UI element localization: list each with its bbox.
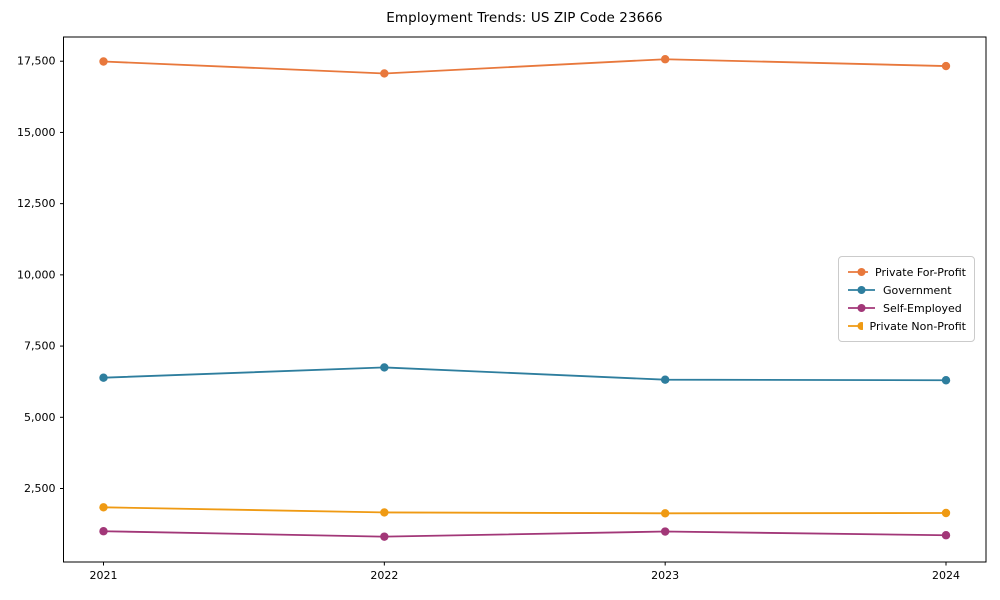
data-point-private-for-profit-2022 xyxy=(380,69,389,78)
legend-marker-icon xyxy=(857,322,863,330)
legend-marker-icon xyxy=(857,286,866,294)
legend-swatch-private-non-profit-icon xyxy=(848,322,863,330)
chart-title: Employment Trends: US ZIP Code 23666 xyxy=(386,10,663,26)
data-point-private-non-profit-2024 xyxy=(941,508,951,518)
series-line-private-for-profit xyxy=(103,58,947,75)
data-point-private-non-profit-2021 xyxy=(99,503,108,512)
legend-item-government: Government xyxy=(847,281,966,299)
legend-label: Private For-Profit xyxy=(875,265,966,279)
legend-label: Self-Employed xyxy=(883,301,962,315)
y-tick-label: 15,000 xyxy=(17,126,56,139)
y-tick-label: 12,500 xyxy=(17,197,56,210)
data-point-private-non-profit-2022 xyxy=(380,508,389,517)
legend-swatch-government-icon xyxy=(848,286,875,294)
data-point-self-employed-2022 xyxy=(380,532,389,541)
series-line-self-employed xyxy=(103,530,947,538)
series-line-private-non-profit xyxy=(103,506,947,515)
y-tick-label: 7,500 xyxy=(24,340,56,353)
x-tick-label: 2021 xyxy=(90,569,118,582)
legend-label: Private Non-Profit xyxy=(869,319,966,333)
data-point-government-2021 xyxy=(99,373,108,382)
data-point-private-for-profit-2021 xyxy=(99,57,108,66)
legend-item-private-non-profit: Private Non-Profit xyxy=(847,317,966,335)
legend-item-private-for-profit: Private For-Profit xyxy=(847,263,966,281)
data-point-private-non-profit-2023 xyxy=(660,509,670,518)
data-point-self-employed-2023 xyxy=(660,527,670,536)
data-point-government-2023 xyxy=(660,375,670,384)
y-tick-label: 10,000 xyxy=(17,268,56,281)
data-point-self-employed-2021 xyxy=(99,527,108,536)
legend-marker-icon xyxy=(857,304,866,312)
data-point-government-2024 xyxy=(941,376,951,385)
series-line-government xyxy=(103,366,947,382)
y-tick-label: 2,500 xyxy=(24,482,56,495)
legend-item-self-employed: Self-Employed xyxy=(847,299,966,317)
legend-marker-icon xyxy=(857,268,866,276)
data-point-private-for-profit-2023 xyxy=(660,55,670,64)
x-tick-label: 2024 xyxy=(932,569,960,582)
data-point-private-for-profit-2024 xyxy=(941,61,951,71)
legend: Private For-Profit Government Self-Employe… xyxy=(838,256,975,342)
x-tick-label: 2022 xyxy=(370,569,398,582)
data-point-government-2022 xyxy=(380,363,389,372)
plot-border xyxy=(63,36,987,563)
data-point-self-employed-2024 xyxy=(941,531,951,540)
legend-swatch-self-employed-icon xyxy=(848,304,875,312)
x-tick-label: 2023 xyxy=(651,569,679,582)
y-tick-label: 17,500 xyxy=(17,55,56,68)
legend-label: Government xyxy=(883,283,952,297)
y-tick-label: 5,000 xyxy=(24,411,56,424)
legend-swatch-private-for-profit-icon xyxy=(848,268,868,276)
